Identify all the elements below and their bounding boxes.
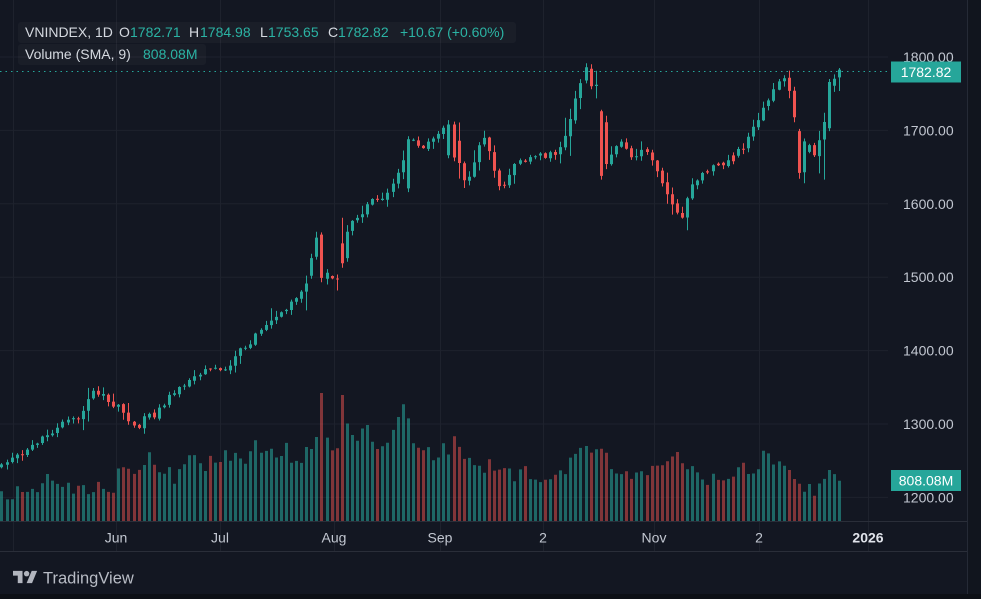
svg-text:1500.00: 1500.00 xyxy=(903,269,954,285)
svg-text:VNINDEX, 1D: VNINDEX, 1D xyxy=(25,24,113,40)
svg-text:1800.00: 1800.00 xyxy=(903,49,954,65)
svg-text:2: 2 xyxy=(539,530,547,546)
svg-text:1200.00: 1200.00 xyxy=(903,489,954,505)
svg-text:1700.00: 1700.00 xyxy=(903,122,954,138)
svg-text:1782.71: 1782.71 xyxy=(130,24,181,40)
svg-text:1300.00: 1300.00 xyxy=(903,416,954,432)
svg-text:L: L xyxy=(260,24,268,40)
svg-text:C: C xyxy=(328,24,338,40)
svg-text:Jun: Jun xyxy=(105,530,128,546)
svg-text:808.08M: 808.08M xyxy=(899,473,953,489)
svg-text:Nov: Nov xyxy=(642,530,667,546)
svg-text:Jul: Jul xyxy=(211,530,229,546)
svg-text:1600.00: 1600.00 xyxy=(903,196,954,212)
svg-text:Sep: Sep xyxy=(428,530,453,546)
svg-text:+10.67 (+0.60%): +10.67 (+0.60%) xyxy=(400,24,504,40)
svg-text:2026: 2026 xyxy=(852,530,883,546)
svg-text:TradingView: TradingView xyxy=(43,570,134,588)
svg-text:1400.00: 1400.00 xyxy=(903,343,954,359)
svg-text:H: H xyxy=(189,24,199,40)
svg-text:O: O xyxy=(119,24,130,40)
svg-text:1753.65: 1753.65 xyxy=(268,24,319,40)
svg-text:1784.98: 1784.98 xyxy=(200,24,251,40)
svg-text:1782.82: 1782.82 xyxy=(901,64,952,80)
svg-text:1782.82: 1782.82 xyxy=(338,24,389,40)
svg-text:Aug: Aug xyxy=(322,530,347,546)
svg-text:808.08M: 808.08M xyxy=(143,46,197,62)
svg-text:Volume (SMA, 9): Volume (SMA, 9) xyxy=(25,46,131,62)
svg-text:2: 2 xyxy=(755,530,763,546)
